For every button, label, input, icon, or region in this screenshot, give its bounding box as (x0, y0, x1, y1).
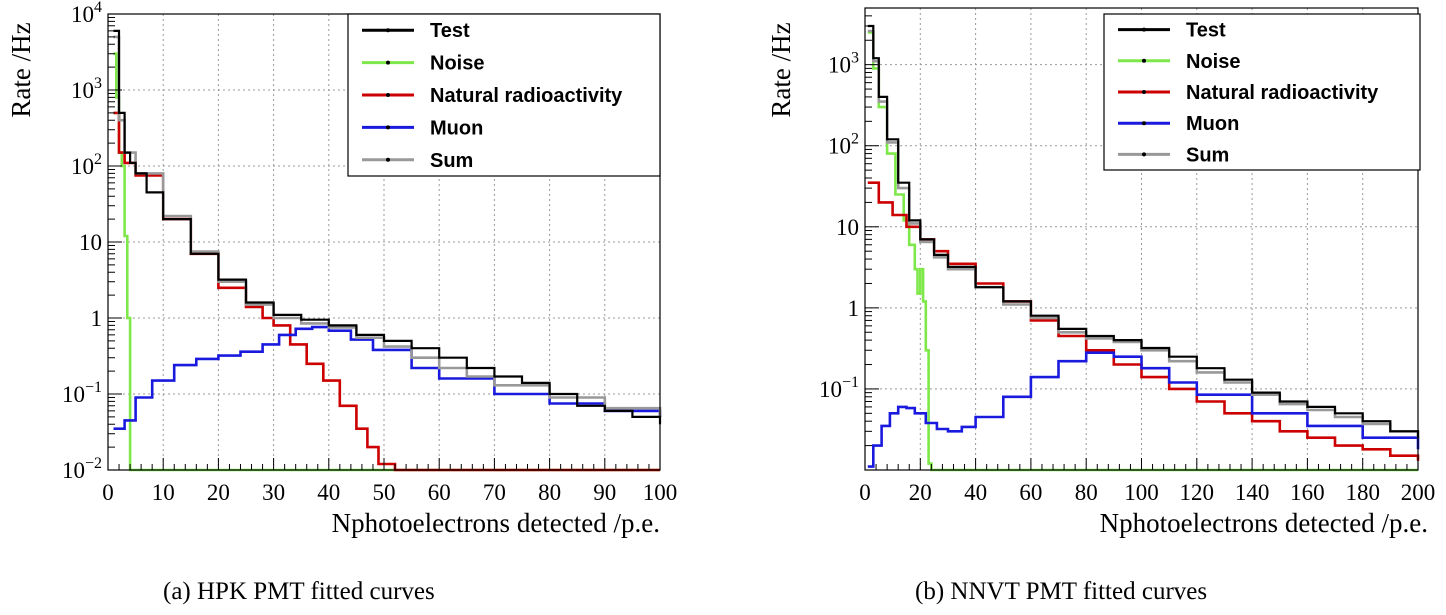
x-tick-label: 140 (1235, 480, 1270, 505)
x-tick-label: 20 (207, 480, 230, 505)
legend-label: Natural radioactivity (1186, 82, 1379, 104)
legend-marker (1142, 27, 1146, 32)
x-tick-label: 60 (428, 480, 451, 505)
x-tick-label: 0 (859, 480, 871, 505)
legend-marker (1142, 121, 1146, 126)
chart-nnvt: 0 20 40 60 80 100 120 140 160 180 200 10−1 1 10 102 103… (766, 7, 1436, 538)
y-tick-label: 10−1 (62, 379, 102, 407)
y-tick-label: 104 (71, 0, 102, 27)
legend-marker (1142, 90, 1146, 94)
legend: Test Noise Natural radioactivity Muon Sum (347, 13, 661, 177)
y-tick-label: 1 (848, 296, 860, 321)
x-tick-label: 40 (964, 480, 987, 505)
y-tick-label: 102 (828, 131, 859, 159)
x-tick-label: 10 (152, 480, 175, 505)
caption-nnvt: (b) NNVT PMT fitted curves (915, 578, 1208, 605)
legend-marker (386, 28, 390, 33)
x-tick-label: 60 (1019, 480, 1042, 505)
y-tick-label: 103 (71, 75, 102, 103)
x-tick-label: 80 (1075, 480, 1098, 505)
x-axis-label: Nphotoelectrons detected /p.e. (332, 508, 660, 538)
series-muon (867, 351, 1420, 468)
x-tick-label: 80 (538, 480, 561, 505)
x-tick-label: 70 (483, 480, 506, 505)
series-muon (113, 325, 662, 430)
legend-label: Sum (1186, 144, 1229, 166)
y-tick-label: 1 (91, 306, 103, 331)
legend-label: Test (1186, 20, 1226, 42)
y-tick-label: 103 (828, 50, 859, 78)
series-natural-radioactivity (867, 181, 1420, 461)
y-tick-label: 10 (836, 215, 859, 240)
x-tick-label: 30 (262, 480, 285, 505)
x-tick-label: 100 (643, 480, 678, 505)
chart-hpk: 0 10 20 30 40 50 60 70 80 90 100 10−2 10−1 1 10 102 103 1… (6, 0, 677, 538)
x-tick-label: 100 (1124, 480, 1159, 505)
series-natural-radioactivity (113, 111, 660, 472)
x-axis-label: Nphotoelectrons detected /p.e. (1100, 508, 1428, 538)
series-test (113, 29, 662, 425)
legend-label: Sum (430, 150, 473, 172)
y-tick-label: 10 (79, 230, 102, 255)
x-tick-label: 90 (593, 480, 616, 505)
x-tick-label: 200 (1401, 480, 1436, 505)
legend-marker (386, 125, 390, 130)
legend-marker (1142, 58, 1146, 63)
legend-marker (1142, 152, 1146, 157)
legend-marker (386, 93, 390, 97)
legend-label: Noise (1186, 51, 1240, 73)
caption-hpk: (a) HPK PMT fitted curves (163, 578, 435, 605)
legend-label: Muon (430, 117, 483, 139)
legend-label: Natural radioactivity (430, 85, 623, 107)
legend-label: Test (430, 20, 470, 42)
series-test (867, 24, 1420, 438)
x-tick-label: 160 (1290, 480, 1325, 505)
x-tick-label: 20 (909, 480, 932, 505)
legend-marker (386, 60, 390, 65)
legend-label: Muon (1186, 113, 1239, 135)
x-tick-label: 40 (317, 480, 340, 505)
y-tick-label: 10−1 (819, 374, 859, 402)
y-tick-label: 102 (71, 151, 102, 179)
x-tick-label: 0 (102, 480, 114, 505)
y-axis-label: Rate /Hz (766, 22, 796, 117)
legend-marker (386, 157, 390, 162)
y-tick-label: 10−2 (62, 455, 102, 483)
legend: Test Noise Natural radioactivity Muon Sum (1103, 13, 1421, 171)
legend-label: Noise (430, 53, 484, 75)
x-tick-label: 120 (1180, 480, 1215, 505)
y-axis-label: Rate /Hz (6, 22, 36, 117)
x-tick-label: 50 (373, 480, 396, 505)
x-tick-label: 180 (1345, 480, 1380, 505)
